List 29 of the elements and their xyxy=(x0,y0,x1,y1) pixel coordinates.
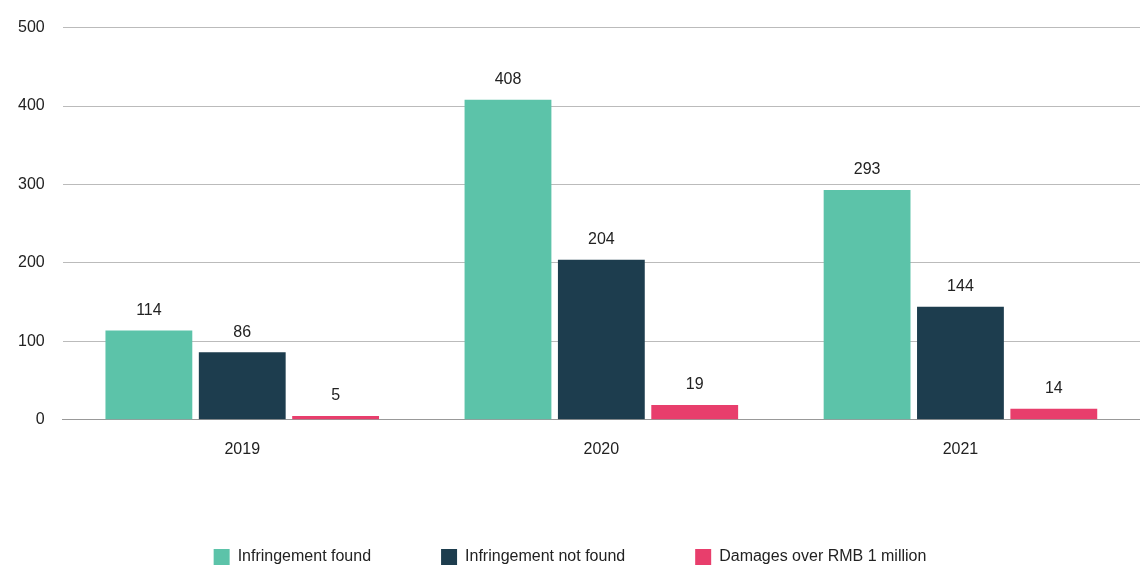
legend-label: Damages over RMB 1 million xyxy=(719,547,927,565)
bar xyxy=(1010,408,1098,420)
data-label: 86 xyxy=(233,322,252,340)
x-tick-label: 2020 xyxy=(583,439,620,457)
y-tick-label: 500 xyxy=(17,18,45,36)
data-label: 114 xyxy=(136,300,162,318)
bar xyxy=(464,99,552,420)
y-tick-label: 300 xyxy=(17,174,45,192)
legend-label: Infringement found xyxy=(237,547,372,565)
bar xyxy=(917,306,1004,420)
bar xyxy=(198,352,286,420)
data-label: 5 xyxy=(331,386,341,404)
y-tick-label: 200 xyxy=(17,253,45,271)
data-label: 408 xyxy=(494,70,522,88)
data-label: 14 xyxy=(1044,379,1063,397)
y-tick-label: 100 xyxy=(17,331,45,349)
data-label: 204 xyxy=(588,230,615,248)
legend-label: Infringement not found xyxy=(465,547,626,565)
data-label: 144 xyxy=(947,277,974,295)
y-tick-label: 0 xyxy=(35,410,45,428)
x-tick-label: 2019 xyxy=(224,439,261,457)
data-label: 293 xyxy=(853,160,881,178)
bar xyxy=(557,259,645,420)
bar xyxy=(651,404,739,420)
y-tick-label: 400 xyxy=(17,96,45,114)
x-tick-label: 2021 xyxy=(942,439,979,457)
bar xyxy=(823,189,911,420)
data-label: 19 xyxy=(685,375,704,393)
bar xyxy=(105,330,193,420)
